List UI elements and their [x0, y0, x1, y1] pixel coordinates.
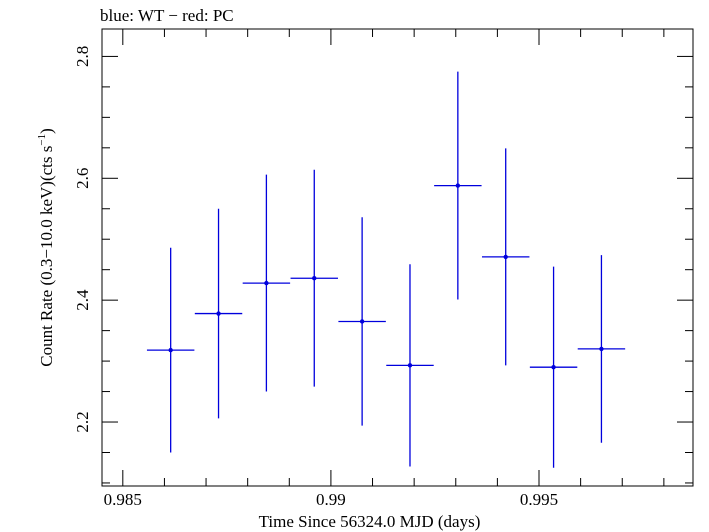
data-point [290, 169, 338, 387]
point-marker [503, 254, 508, 260]
data-point [242, 174, 291, 392]
x-tick-label: 0.99 [316, 490, 346, 509]
y-tick-label: 2.8 [73, 46, 92, 67]
y-axis-label: Count Rate (0.3−10.0 keV)(cts s−1) [36, 128, 56, 367]
point-marker [312, 276, 317, 281]
data-point [146, 247, 195, 453]
data-point [386, 264, 434, 467]
x-tick-label: 0.985 [104, 490, 142, 509]
plot-frame [101, 28, 694, 487]
data-point [194, 208, 243, 419]
chart-title: blue: WT − red: PC [100, 6, 234, 25]
data-point [434, 71, 482, 300]
point-marker [216, 311, 221, 316]
data-point [481, 148, 530, 366]
data-point [338, 217, 386, 426]
y-tick-label: 2.4 [73, 289, 92, 311]
x-tick-label: 0.995 [520, 490, 558, 509]
point-marker [359, 319, 365, 324]
point-marker [264, 280, 269, 286]
point-marker [599, 346, 604, 352]
point-marker [168, 347, 173, 353]
point-marker [455, 183, 461, 188]
point-marker [407, 363, 413, 368]
point-marker [551, 364, 556, 370]
y-tick-label: 2.2 [73, 411, 92, 432]
data-point [529, 266, 578, 468]
x-axis-label: Time Since 56324.0 MJD (days) [259, 512, 481, 531]
data-point [577, 255, 626, 443]
y-tick-label: 2.6 [73, 168, 92, 189]
